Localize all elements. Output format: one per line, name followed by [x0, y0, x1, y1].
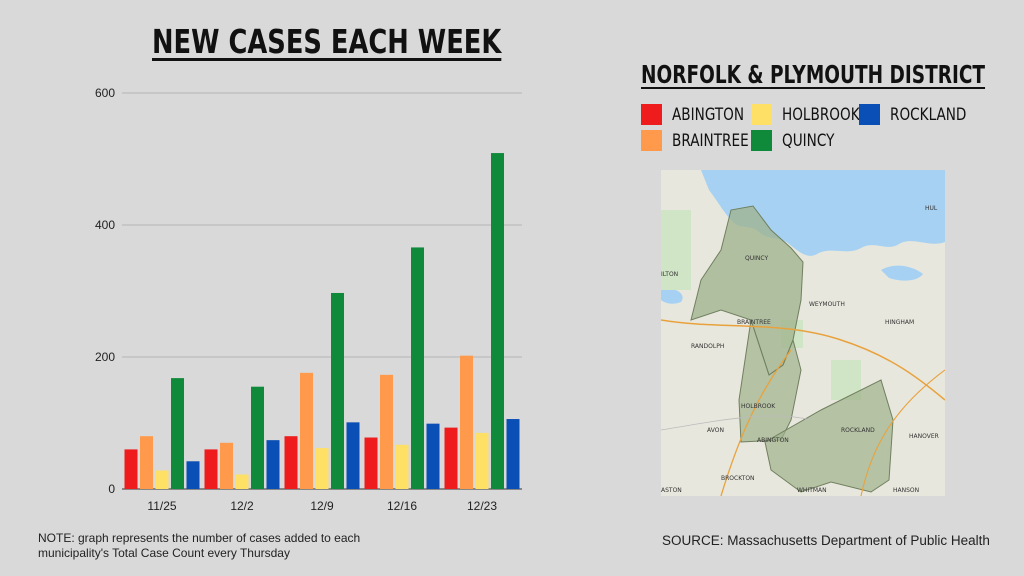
bar-holbrook: [395, 444, 409, 489]
bar-quincy: [331, 292, 344, 489]
legend: ABINGTON HOLBROOK ROCKLAND BRAINTREE QUI…: [641, 104, 981, 154]
legend-label: ABINGTON: [672, 104, 745, 125]
legend-swatch: [751, 130, 772, 151]
bar-holbrook: [155, 470, 169, 489]
x-tick-label: 12/9: [310, 499, 334, 513]
map-label: ASTON: [661, 487, 682, 494]
legend-item-holbrook: HOLBROOK: [751, 104, 879, 125]
legend-swatch: [641, 130, 662, 151]
legend-label: ROCKLAND: [890, 104, 967, 125]
bar-abington: [444, 427, 458, 489]
legend-label: QUINCY: [782, 130, 835, 151]
map-label: HUL: [925, 205, 938, 212]
map-label: HANSON: [893, 487, 919, 494]
legend-swatch: [641, 104, 662, 125]
x-tick-label: 12/2: [230, 499, 254, 513]
chart-note: NOTE: graph represents the number of cas…: [38, 531, 361, 560]
map-label: HOLBROOK: [741, 403, 776, 410]
bar-abington: [364, 437, 378, 489]
district-map: QUINCY WEYMOUTH BRAINTREE HINGHAM RANDOL…: [661, 170, 945, 496]
bar-braintree: [220, 442, 233, 489]
legend-item-braintree: BRAINTREE: [641, 130, 768, 151]
map-label: QUINCY: [745, 255, 768, 262]
map-label: ILTON: [661, 271, 678, 278]
bar-quincy: [171, 378, 184, 489]
legend-label: HOLBROOK: [782, 104, 860, 125]
map-label: AVON: [707, 427, 724, 434]
bar-rockland: [426, 423, 440, 489]
y-tick-label: 400: [95, 218, 115, 232]
bar-rockland: [346, 422, 360, 489]
map-label: WHITMAN: [797, 487, 827, 494]
bar-abington: [124, 449, 138, 489]
bar-braintree: [380, 374, 393, 489]
bar-braintree: [140, 436, 153, 489]
chart-title: NEW CASES EACH WEEK: [152, 22, 502, 61]
map-label: ABINGTON: [757, 437, 789, 444]
legend-swatch: [859, 104, 880, 125]
x-tick-label: 12/16: [387, 499, 417, 513]
bar-chart: 0 200 400 600 11/25 12/2 12/9 12/16 12/23: [95, 86, 522, 513]
bar-braintree: [300, 372, 313, 489]
bar-holbrook: [475, 432, 489, 489]
bar-quincy: [251, 386, 264, 489]
bar-rockland: [266, 440, 280, 489]
map-label: HINGHAM: [885, 319, 914, 326]
map-label: HANOVER: [909, 433, 939, 440]
x-tick-label: 12/23: [467, 499, 497, 513]
map-label: RANDOLPH: [691, 343, 724, 350]
bar-rockland: [186, 461, 200, 489]
map-label: ROCKLAND: [841, 427, 875, 434]
legend-item-abington: ABINGTON: [641, 104, 762, 125]
bar-quincy: [411, 247, 424, 489]
bar-holbrook: [235, 474, 249, 489]
legend-item-quincy: QUINCY: [751, 130, 848, 151]
legend-swatch: [751, 104, 772, 125]
map-label: BROCKTON: [721, 475, 755, 482]
map-label: WEYMOUTH: [809, 301, 845, 308]
bar-holbrook: [315, 448, 329, 489]
y-tick-label: 600: [95, 86, 115, 100]
source-credit: SOURCE: Massachusetts Department of Publ…: [662, 533, 990, 548]
bar-abington: [204, 449, 218, 489]
bar-braintree: [460, 355, 473, 489]
bar-abington: [284, 436, 298, 489]
legend-item-rockland: ROCKLAND: [859, 104, 986, 125]
bar-rockland: [506, 419, 520, 489]
legend-label: BRAINTREE: [672, 130, 749, 151]
x-tick-label: 11/25: [147, 499, 176, 513]
y-tick-label: 0: [108, 482, 115, 496]
map-label: BRAINTREE: [737, 319, 771, 326]
bar-quincy: [491, 153, 504, 489]
district-title: NORFOLK & PLYMOUTH DISTRICT: [641, 60, 986, 89]
y-tick-label: 200: [95, 350, 115, 364]
